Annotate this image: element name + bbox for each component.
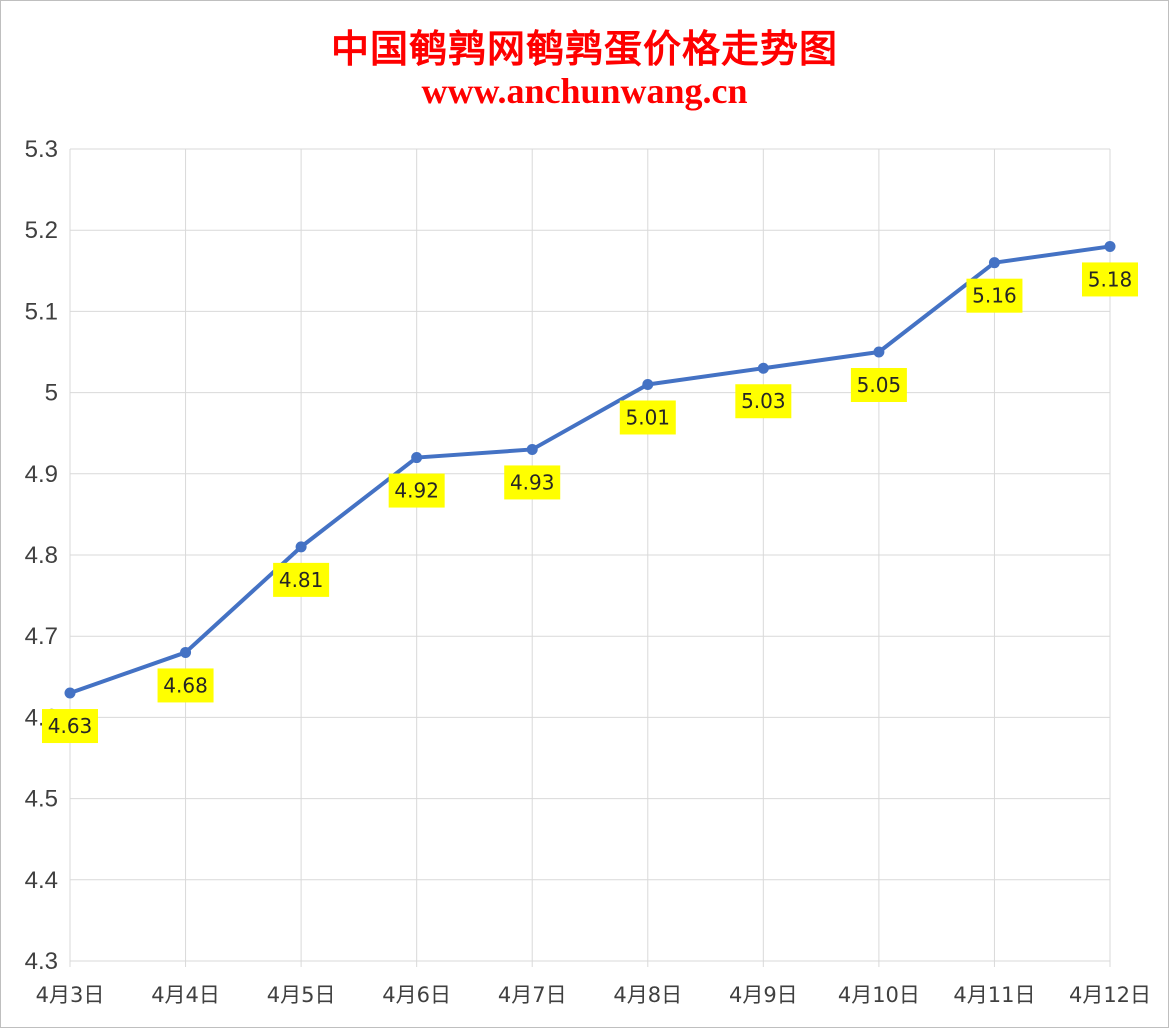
data-label: 5.18	[1088, 267, 1133, 291]
data-point	[873, 346, 885, 358]
series-line	[68, 244, 1112, 696]
y-axis: 4.34.44.54.64.74.84.955.15.25.3	[25, 136, 71, 975]
data-point	[64, 687, 76, 699]
y-tick-label: 5.3	[25, 136, 58, 163]
data-label-background	[966, 278, 1023, 313]
y-tick-label: 4.8	[25, 542, 58, 569]
data-label: 4.68	[163, 673, 208, 697]
data-point	[526, 443, 538, 455]
y-tick-label: 5	[45, 380, 58, 407]
data-label-background	[504, 465, 561, 500]
x-tick-label: 4月7日	[498, 983, 567, 1007]
data-label: 5.01	[626, 405, 671, 429]
data-label: 5.16	[972, 284, 1017, 308]
y-tick-label: 4.4	[25, 867, 58, 894]
data-label-background	[157, 668, 214, 703]
x-tick-label: 4月10日	[838, 983, 920, 1007]
grid-lines	[69, 148, 1111, 962]
data-label-background	[42, 709, 98, 744]
x-tick-label: 4月4日	[151, 983, 220, 1007]
x-tick-label: 4月5日	[267, 983, 336, 1007]
x-tick-label: 4月6日	[382, 983, 451, 1007]
data-label-background	[735, 384, 792, 419]
data-point	[757, 362, 769, 374]
y-tick-label: 5.1	[25, 298, 58, 325]
y-tick-label: 4.3	[25, 948, 58, 975]
data-label-background	[850, 368, 907, 402]
x-tick-label: 4月11日	[953, 983, 1035, 1007]
data-label: 4.92	[394, 479, 439, 503]
data-point	[180, 646, 192, 658]
data-label-background	[1082, 262, 1138, 297]
y-tick-label: 4.7	[25, 623, 58, 650]
data-label: 4.81	[279, 568, 324, 592]
chart-title: 中国鹌鹑网鹌鹑蛋价格走势图	[330, 26, 838, 71]
x-tick-label: 4月12日	[1069, 983, 1151, 1007]
data-point	[411, 452, 423, 464]
data-label-background	[388, 473, 445, 508]
price-series	[64, 240, 1116, 699]
y-tick-label: 5.2	[25, 217, 58, 244]
data-labels: 4.63 4.68 4.81 4.92 4.93 5.01 5.03 5.05 5.16 5.18	[42, 262, 1138, 744]
x-tick-label: 4月9日	[729, 983, 798, 1007]
data-label: 5.03	[741, 389, 786, 413]
data-point	[1104, 240, 1116, 252]
y-tick-label: 4.5	[25, 786, 58, 813]
data-label-background	[273, 562, 330, 597]
data-label: 5.05	[857, 373, 902, 397]
data-label-background	[619, 400, 676, 435]
data-label: 4.63	[48, 714, 93, 738]
data-point	[295, 541, 307, 553]
data-point	[988, 257, 1000, 269]
x-tick-label: 4月3日	[36, 983, 105, 1007]
x-axis: 4月3日 4月4日 4月5日 4月6日 4月7日 4月8日 4月9日 4月10日 4月11日 4月…	[36, 960, 1151, 1007]
data-label: 4.93	[510, 470, 555, 494]
data-point	[642, 378, 654, 390]
x-tick-label: 4月8日	[613, 983, 682, 1007]
chart-subtitle: www.anchunwang.cn	[421, 71, 748, 111]
y-tick-label: 4.9	[25, 461, 58, 488]
